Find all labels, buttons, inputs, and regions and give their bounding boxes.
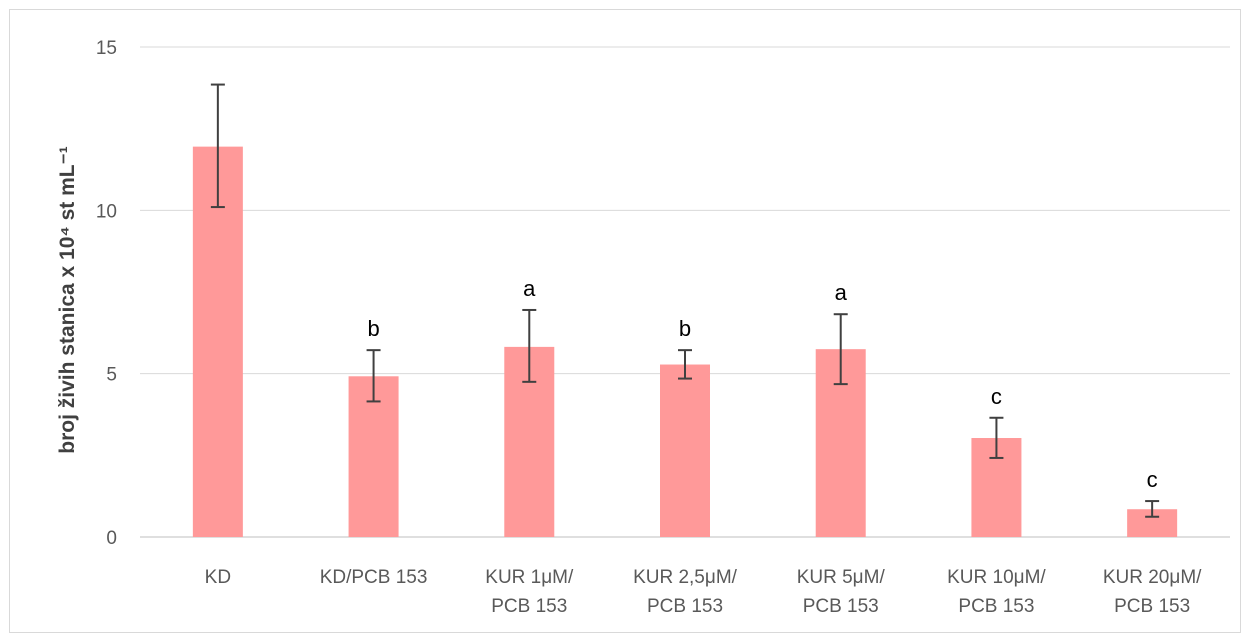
x-tick-label: PCB 153 <box>1114 596 1190 617</box>
significance-label: c <box>1147 467 1158 492</box>
bar <box>660 364 710 537</box>
x-tick-label: PCB 153 <box>803 596 879 617</box>
bar <box>192 146 243 537</box>
x-tick-label: KUR 20μM/ <box>1103 567 1202 588</box>
x-tick-label: PCB 153 <box>491 596 567 617</box>
y-tick-label: 15 <box>96 38 117 59</box>
x-tick-label: KD/PCB 153 <box>320 567 428 588</box>
y-axis-label: broj živih stanica x 10⁴ st mL⁻¹ <box>56 146 79 453</box>
x-tick-label: PCB 153 <box>958 596 1034 617</box>
y-tick-label: 10 <box>96 201 117 222</box>
y-axis-ticks: 0 5 10 15 <box>96 38 117 549</box>
x-tick-label: KUR 5μM/ <box>797 567 886 588</box>
significance-label: a <box>523 276 536 301</box>
x-tick-label: KUR 10μM/ <box>947 567 1046 588</box>
significance-labels: b a b a c c <box>367 276 1157 492</box>
significance-label: c <box>991 384 1002 409</box>
x-tick-label: KUR 1μM/ <box>485 567 574 588</box>
significance-label: b <box>367 316 379 341</box>
y-tick-label: 0 <box>106 528 117 549</box>
x-tick-label: PCB 153 <box>647 596 723 617</box>
significance-label: b <box>679 316 691 341</box>
significance-label: a <box>835 280 848 305</box>
bar <box>348 376 399 537</box>
y-tick-label: 5 <box>106 365 117 386</box>
x-axis-categories: KD KD/PCB 153 KUR 1μM/PCB 153 KUR 2,5μM/PCB… <box>205 567 1202 617</box>
x-tick-label: KD <box>205 567 231 588</box>
bars <box>192 146 1178 537</box>
error-bars <box>210 83 1160 518</box>
x-tick-label: KUR 2,5μM/ <box>633 567 738 588</box>
